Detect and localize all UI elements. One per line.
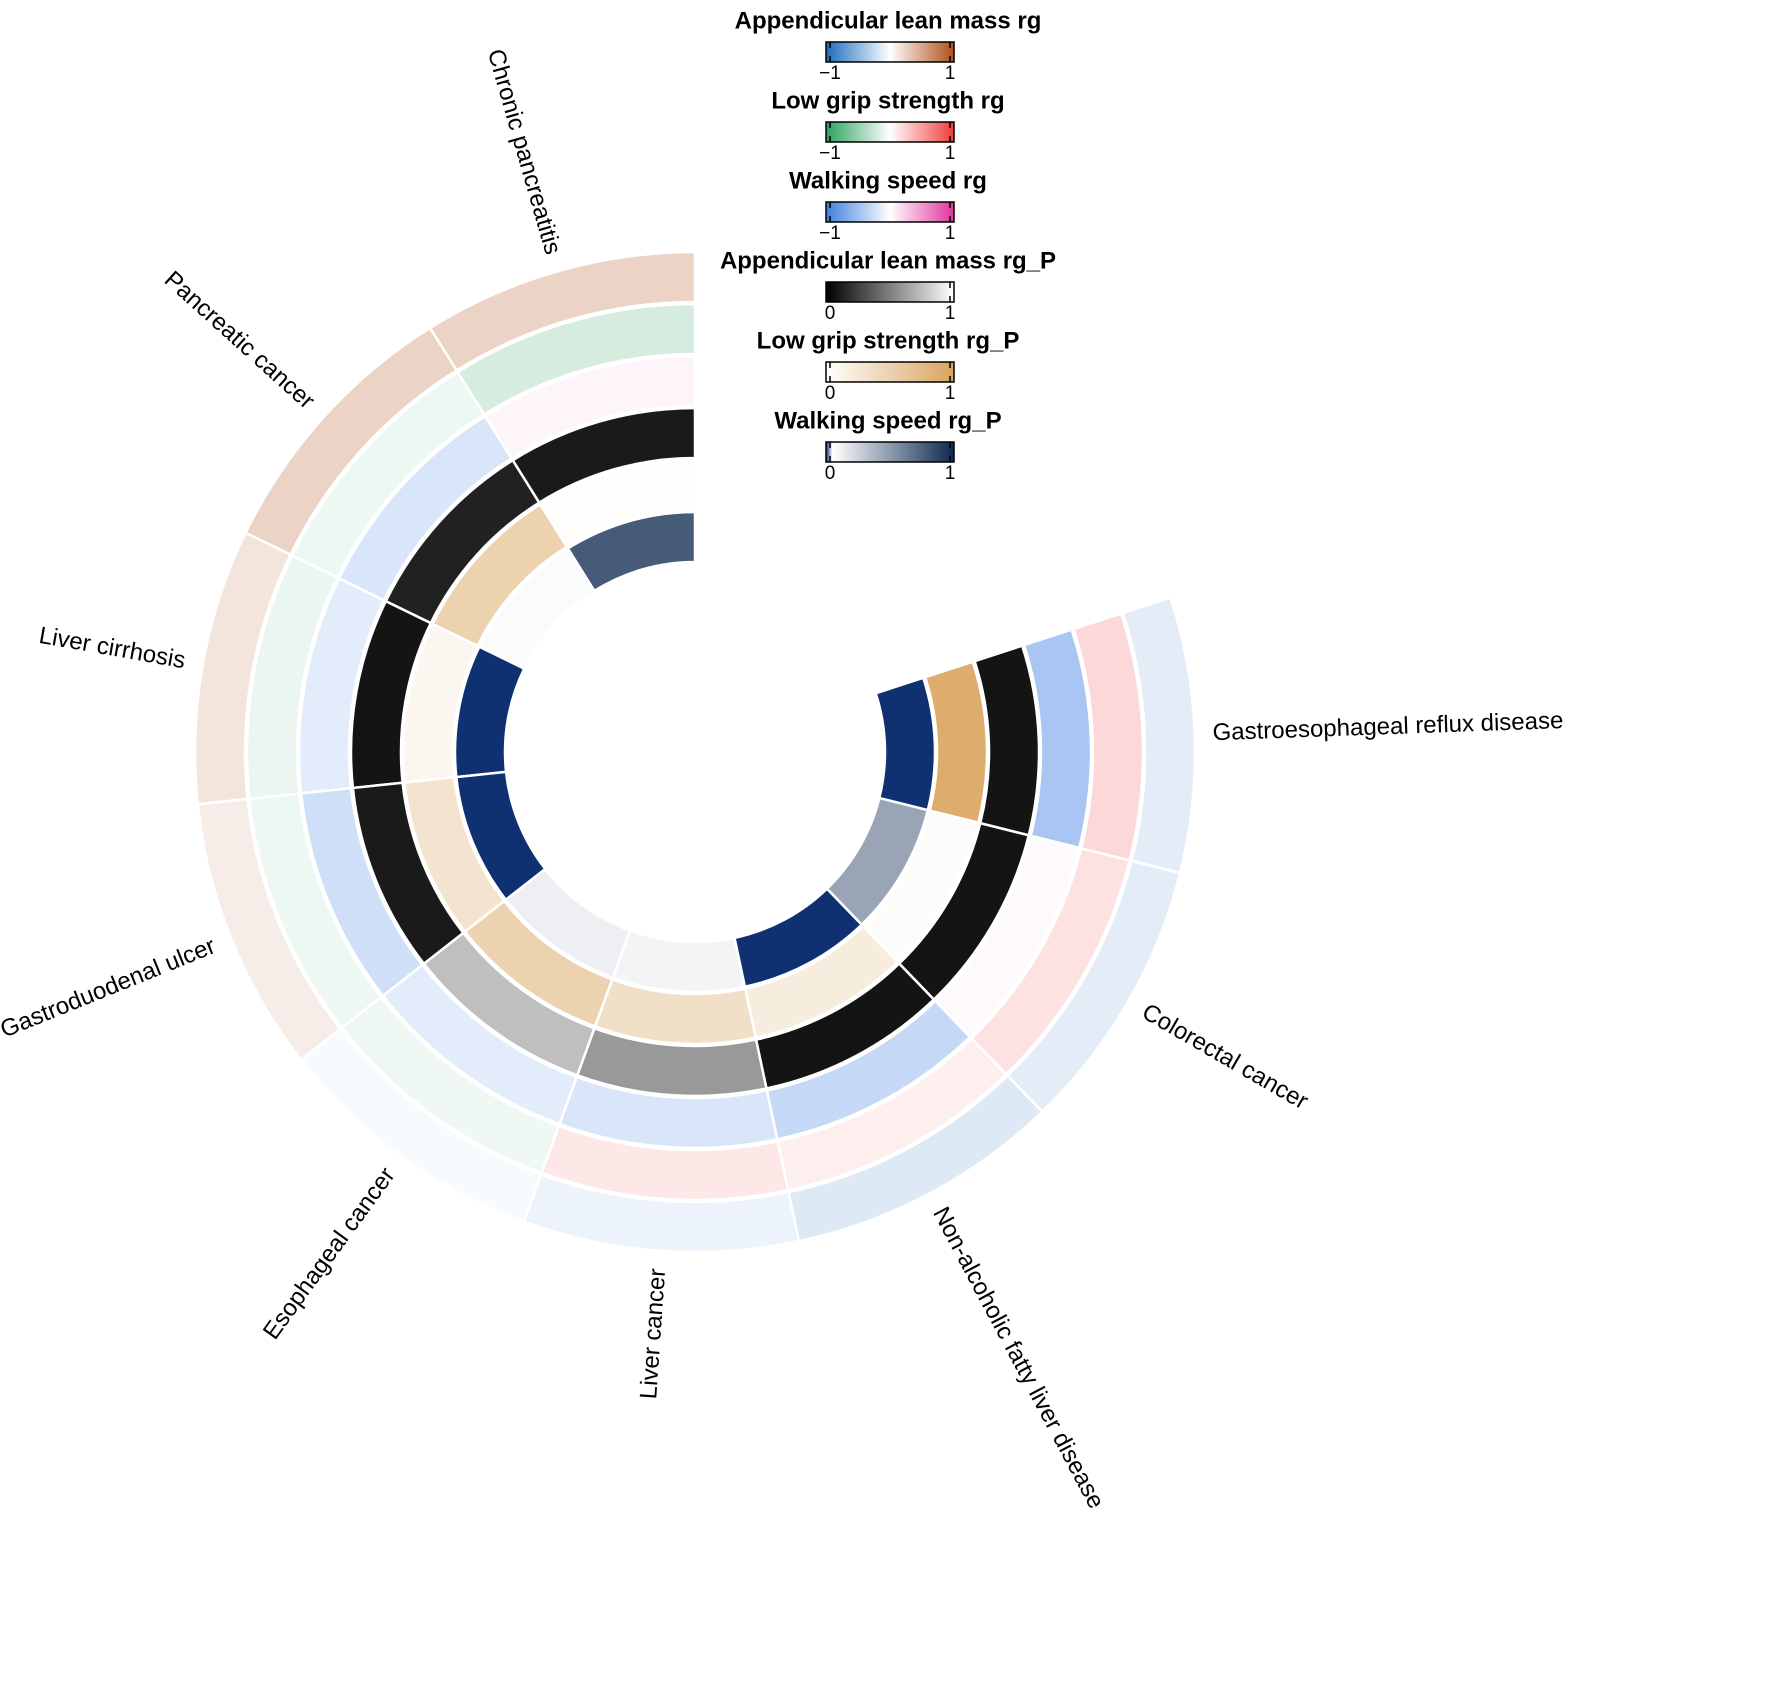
- legend-title: Low grip strength rg_P: [757, 327, 1020, 354]
- colorbar-tick-label: 0: [825, 463, 836, 484]
- legend-title: Walking speed rg: [789, 167, 987, 194]
- colorbar-tick-label: 0: [825, 383, 836, 404]
- heatmap-cell: [1071, 611, 1145, 862]
- colorbar: [825, 361, 955, 383]
- category-label: Colorectal cancer: [1137, 998, 1312, 1115]
- heatmap-cell: [973, 644, 1041, 837]
- legend-title: Appendicular lean mass rg: [735, 7, 1042, 34]
- colorbar-tick-label: −1: [819, 223, 841, 244]
- category-label: Pancreatic cancer: [159, 266, 320, 415]
- category-label: Chronic pancreatitis: [482, 46, 566, 257]
- category-label: Gastroduodenal ulcer: [0, 932, 219, 1043]
- colorbar-tick-label: 1: [945, 303, 956, 324]
- heatmap-cell: [1121, 595, 1197, 875]
- heatmap-cell: [923, 660, 989, 825]
- colorbar: [825, 201, 955, 223]
- colorbar-tick-label: 1: [945, 463, 956, 484]
- category-label: Esophageal cancer: [258, 1162, 401, 1344]
- legend: Appendicular lean mass rg −1 1 Low grip str…: [720, 7, 1056, 484]
- category-label: Liver cirrhosis: [37, 622, 187, 674]
- colorbar: [825, 281, 955, 303]
- legend-title: Appendicular lean mass rg_P: [720, 247, 1056, 274]
- colorbar-tick-label: 1: [945, 223, 956, 244]
- heatmap-cell: [874, 676, 937, 812]
- category-label: Non-alcoholic fatty liver disease: [927, 1202, 1109, 1513]
- legend-title: Walking speed rg_P: [774, 407, 1001, 434]
- rings: [193, 250, 1197, 1254]
- colorbar-tick-label: 1: [945, 383, 956, 404]
- category-label: Gastroesophageal reflux disease: [1212, 707, 1564, 746]
- legend-title: Low grip strength rg: [771, 87, 1004, 114]
- colorbar-tick-label: −1: [819, 63, 841, 84]
- colorbar-tick-label: 1: [945, 143, 956, 164]
- colorbar-tick-label: −1: [819, 143, 841, 164]
- category-label: Liver cancer: [635, 1268, 671, 1400]
- colorbar: [825, 121, 955, 143]
- colorbar-tick-label: 1: [945, 63, 956, 84]
- colorbar: [825, 441, 955, 463]
- colorbar-tick-label: 0: [825, 303, 836, 324]
- colorbar: [825, 41, 955, 63]
- heatmap-cell: [611, 928, 747, 994]
- heatmap-cell: [1022, 628, 1093, 850]
